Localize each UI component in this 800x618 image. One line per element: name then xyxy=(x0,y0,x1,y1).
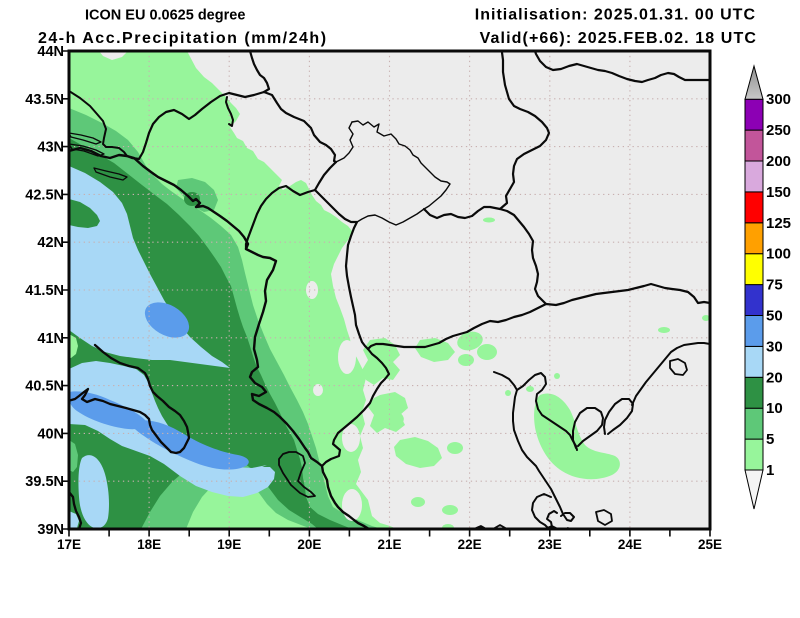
svg-text:40.5N: 40.5N xyxy=(25,379,64,395)
svg-text:42N: 42N xyxy=(37,235,64,251)
svg-text:300: 300 xyxy=(766,91,791,108)
svg-text:18E: 18E xyxy=(137,537,161,552)
svg-text:24E: 24E xyxy=(618,537,642,552)
svg-text:42.5N: 42.5N xyxy=(25,187,64,203)
svg-text:41.5N: 41.5N xyxy=(25,283,64,299)
svg-text:39.5N: 39.5N xyxy=(25,474,64,490)
svg-text:20E: 20E xyxy=(297,537,321,552)
svg-text:25E: 25E xyxy=(698,537,722,552)
svg-text:250: 250 xyxy=(766,122,791,139)
svg-text:1: 1 xyxy=(766,462,774,479)
svg-text:150: 150 xyxy=(766,184,791,201)
svg-text:200: 200 xyxy=(766,153,791,170)
svg-text:100: 100 xyxy=(766,246,791,263)
svg-text:75: 75 xyxy=(766,277,783,294)
svg-text:43.5N: 43.5N xyxy=(25,92,64,108)
svg-text:41N: 41N xyxy=(37,331,64,347)
svg-text:24-h Acc.Precipitation (mm/24h: 24-h Acc.Precipitation (mm/24h) xyxy=(38,30,328,47)
svg-text:125: 125 xyxy=(766,215,791,232)
svg-text:Initialisation: 2025.01.31. 00: Initialisation: 2025.01.31. 00 UTC xyxy=(475,7,756,24)
svg-text:Valid(+66): 2025.FEB.02. 18 UT: Valid(+66): 2025.FEB.02. 18 UTC xyxy=(480,30,757,47)
svg-text:39N: 39N xyxy=(37,522,64,538)
svg-text:19E: 19E xyxy=(217,537,241,552)
svg-text:50: 50 xyxy=(766,308,783,325)
svg-text:20: 20 xyxy=(766,369,783,386)
svg-text:5: 5 xyxy=(766,431,774,448)
svg-text:21E: 21E xyxy=(377,537,401,552)
svg-text:43N: 43N xyxy=(37,140,64,156)
svg-text:ICON EU 0.0625 degree: ICON EU 0.0625 degree xyxy=(85,8,245,24)
svg-text:40N: 40N xyxy=(37,426,64,442)
svg-text:23E: 23E xyxy=(538,537,562,552)
svg-text:30: 30 xyxy=(766,338,783,355)
svg-text:44N: 44N xyxy=(37,44,64,60)
svg-text:10: 10 xyxy=(766,400,783,417)
svg-text:17E: 17E xyxy=(57,537,81,552)
svg-text:22E: 22E xyxy=(458,537,482,552)
